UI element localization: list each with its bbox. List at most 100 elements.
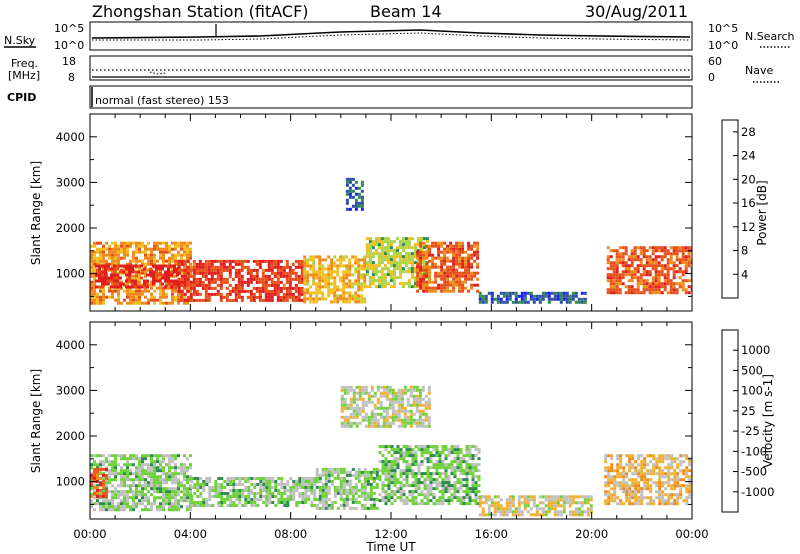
power-cell [240,274,244,278]
velocity-cell [604,469,608,473]
velocity-cell [396,496,400,500]
power-cell [348,270,352,274]
power-cell [523,297,527,301]
freq-tick-low: 8 [68,71,75,84]
power-cell [144,289,147,293]
velocity-cell [259,492,263,495]
velocity-cell [456,496,460,500]
power-cell [176,282,179,286]
power-cell [354,261,358,265]
velocity-cell [183,463,186,467]
velocity-cell [321,485,325,489]
power-cell [330,291,334,295]
power-cell [416,261,420,265]
power-cell [669,255,673,259]
velocity-cell [372,500,376,504]
velocity-cell [517,495,521,499]
velocity-cell [381,487,385,491]
velocity-cell [412,412,416,416]
power-cell [410,264,414,268]
power-cell [318,273,322,277]
velocity-cell [402,445,406,449]
power-cell [210,268,214,272]
velocity-cell [364,385,368,389]
power-colorbar-tick-label: 16 [741,196,756,210]
power-cell [159,277,162,281]
power-cell [690,270,692,274]
power-cell [153,241,156,245]
velocity-cell [420,481,424,485]
power-cell [687,261,691,265]
power-cell [173,282,176,286]
power-cell [377,240,381,244]
velocity-cell [193,504,197,507]
velocity-cell [262,501,266,504]
velocity-cell [562,504,566,508]
velocity-cell [375,476,379,480]
velocity-cell [631,478,635,482]
velocity-cell [661,493,665,497]
power-cell [339,261,343,265]
power-cell [476,247,480,251]
power-cell [615,279,619,283]
time-tick-label: 00:00 [73,527,106,541]
velocity-cell [406,421,410,425]
velocity-cell [102,472,105,476]
power-cell [246,289,250,293]
power-cell [559,297,563,301]
velocity-cell [508,501,512,505]
velocity-cell [688,481,692,485]
power-cell [204,286,208,290]
velocity-cell [676,484,680,488]
velocity-cell [679,487,683,491]
power-cell [309,300,313,304]
velocity-cell [658,484,662,488]
velocity-cell [426,490,430,494]
velocity-cell [354,476,358,480]
power-cell [380,243,384,247]
velocity-cell [414,475,418,479]
power-cell [333,276,337,280]
velocity-cell [616,484,620,488]
power-cell [624,246,628,250]
velocity-cell [189,490,192,494]
velocity-cell [126,460,129,464]
velocity-cell [360,470,364,474]
power-cell [464,274,468,278]
velocity-cell [250,498,254,501]
velocity-cell [283,489,287,492]
power-cell [357,276,361,280]
velocity-cell [135,505,138,509]
power-cell [96,292,99,296]
power-cell [386,273,390,277]
power-cell [386,237,390,241]
power-cell [264,283,268,287]
velocity-cell [652,454,656,458]
power-cell [547,297,551,301]
velocity-cell [147,502,150,506]
velocity-cell [177,484,180,488]
power-cell [389,240,393,244]
velocity-cell [307,495,311,498]
power-cell [416,283,420,287]
power-cell [174,244,177,248]
velocity-cell [250,477,254,480]
velocity-cell [418,394,422,398]
velocity-cell [535,513,539,517]
power-cell [380,285,384,289]
velocity-cell [541,501,545,505]
velocity-cell [321,500,325,504]
power-cell [90,286,93,290]
power-cell [425,271,429,275]
velocity-cell [562,501,566,505]
power-cell [348,207,352,211]
velocity-cell [625,493,629,497]
power-cell [431,256,435,260]
velocity-cell [538,495,542,499]
power-cell [544,291,548,295]
power-cell [198,259,202,263]
velocity-cell [427,385,431,389]
power-cell [425,262,429,266]
power-cell [264,268,268,272]
velocity-cell [679,478,683,482]
